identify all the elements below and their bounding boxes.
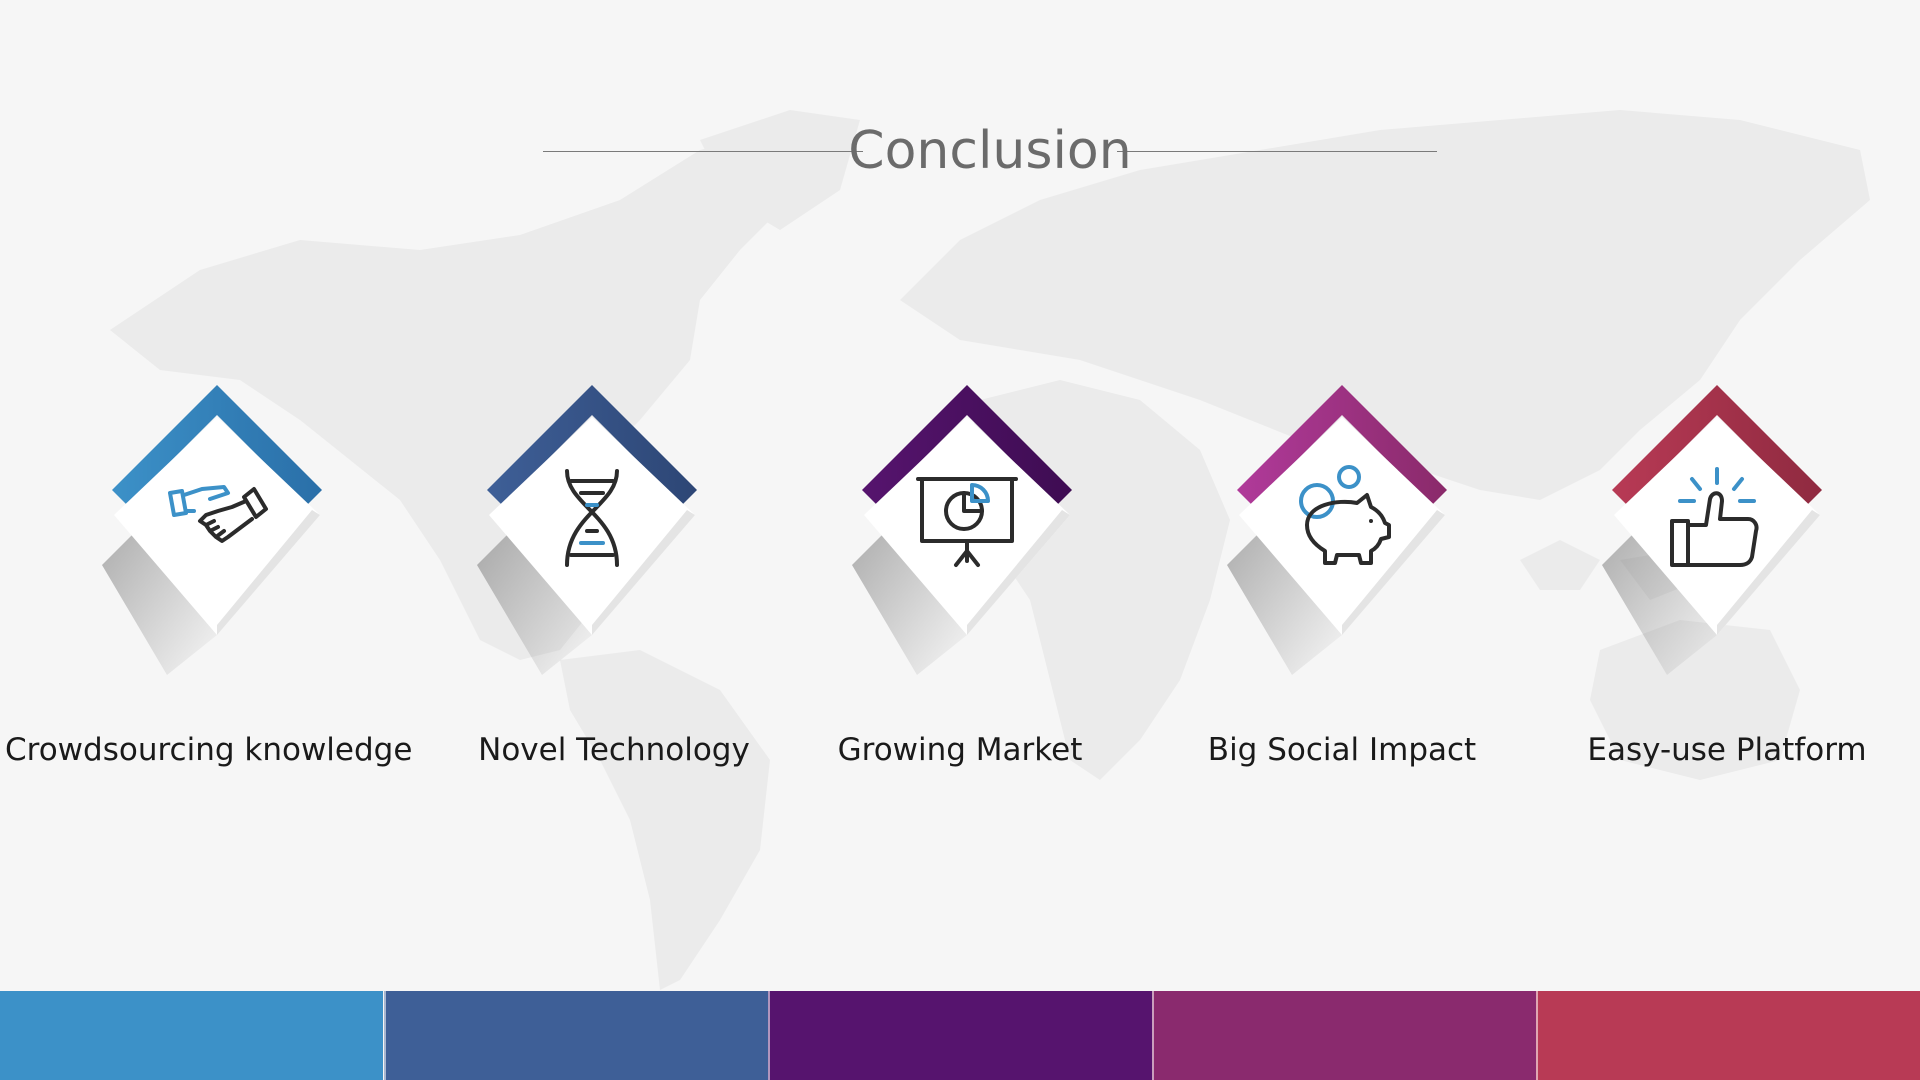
diamond-top-accent (862, 385, 1072, 505)
diamond-top-accent (1612, 385, 1822, 505)
diamond-frame (477, 385, 697, 675)
bottom-bar-1 (0, 991, 383, 1080)
diamond-top-accent (112, 385, 322, 505)
diamond-card (1239, 417, 1445, 635)
diamond-frame (1602, 385, 1822, 675)
diamond-top-accent (1237, 385, 1447, 505)
label-novel-technology: Novel Technology (478, 732, 750, 768)
title-line-left (543, 151, 863, 152)
diamond-card (489, 417, 695, 635)
item-growing-market (852, 385, 1082, 715)
label-easy-use-platform: Easy-use Platform (1587, 732, 1867, 768)
diamond-card (864, 417, 1070, 635)
diamond-shadow (477, 515, 592, 675)
presentation-chart-icon (916, 477, 1018, 567)
label-crowdsourcing: Crowdsourcing knowledge (5, 732, 413, 768)
diamond-shadow (852, 515, 967, 675)
diamond-card (1614, 417, 1820, 635)
title-line-right (1117, 151, 1437, 152)
bottom-bar-5 (1536, 991, 1920, 1080)
item-big-social-impact (1227, 385, 1457, 715)
bottom-bar-2 (384, 991, 769, 1080)
bottom-bar-4 (1152, 991, 1537, 1080)
diamond-shadow (1227, 515, 1342, 675)
page-title: Conclusion (848, 121, 1132, 181)
diamond-top-accent (487, 385, 697, 505)
diamond-frame (852, 385, 1072, 675)
handshake-icon (168, 485, 268, 543)
bottom-bar-3 (768, 991, 1153, 1080)
piggy-bank-icon (1299, 465, 1391, 565)
item-novel-technology (477, 385, 707, 715)
diamond-frame (1227, 385, 1447, 675)
item-crowdsourcing (102, 385, 332, 715)
item-easy-use-platform (1602, 385, 1832, 715)
label-growing-market: Growing Market (837, 732, 1083, 768)
diamond-shadow (1602, 515, 1717, 675)
thumbs-up-icon (1670, 467, 1759, 567)
diamond-shadow (102, 515, 217, 675)
label-big-social-impact: Big Social Impact (1207, 732, 1477, 768)
dna-icon (565, 469, 619, 567)
